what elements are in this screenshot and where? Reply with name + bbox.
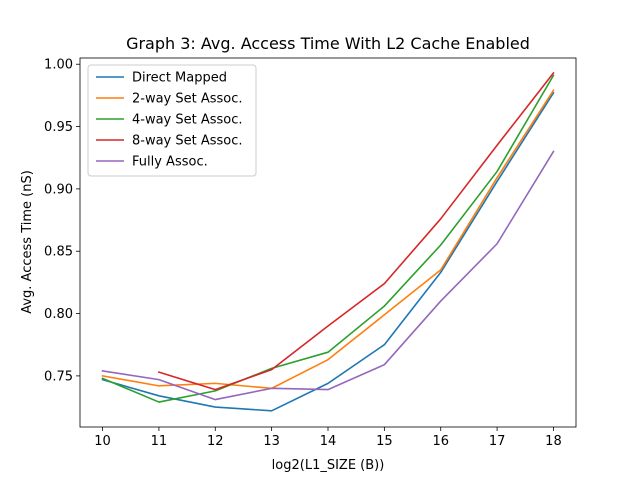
x-tick-label: 18 xyxy=(545,434,562,449)
x-axis-label: log2(L1_SIZE (B)) xyxy=(272,458,385,473)
y-tick-label: 0.80 xyxy=(44,307,73,322)
series-line-2 xyxy=(101,74,555,403)
legend-label-3: 8-way Set Assoc. xyxy=(132,134,243,149)
x-tick-label: 13 xyxy=(263,434,280,449)
legend-label-4: Fully Assoc. xyxy=(132,155,208,170)
x-tick-label: 15 xyxy=(376,434,393,449)
series-line-1 xyxy=(101,89,555,390)
x-tick-label: 17 xyxy=(489,434,506,449)
legend: Direct Mapped 2-way Set Assoc. 4-way Set A… xyxy=(87,64,257,177)
legend-label-1: 2-way Set Assoc. xyxy=(132,92,243,107)
x-tick-label: 14 xyxy=(320,434,337,449)
y-tick-label: 0.85 xyxy=(44,245,73,260)
y-tick-label: 1.00 xyxy=(44,58,73,73)
x-tick-label: 10 xyxy=(94,434,111,449)
plot-area xyxy=(101,71,555,412)
legend-label-2: 4-way Set Assoc. xyxy=(132,113,243,128)
legend-label-0: Direct Mapped xyxy=(132,71,227,86)
y-tick-label: 0.90 xyxy=(44,182,73,197)
x-tick-label: 11 xyxy=(151,434,168,449)
legend-box xyxy=(87,64,257,177)
series-line-0 xyxy=(101,91,555,412)
series-line-4 xyxy=(101,150,555,401)
y-tick-label: 0.75 xyxy=(44,369,73,384)
axes: 10 11 12 13 14 15 16 17 18 0.75 0.80 0.85 0.90 0.95 1.… xyxy=(44,57,577,449)
y-axis-label: Avg. Access Time (nS) xyxy=(20,170,35,314)
x-tick-label: 16 xyxy=(432,434,449,449)
y-tick-label: 0.95 xyxy=(44,120,73,135)
series-line-3 xyxy=(157,71,555,391)
chart-title: Graph 3: Avg. Access Time With L2 Cache … xyxy=(126,34,530,53)
x-tick-label: 12 xyxy=(207,434,224,449)
